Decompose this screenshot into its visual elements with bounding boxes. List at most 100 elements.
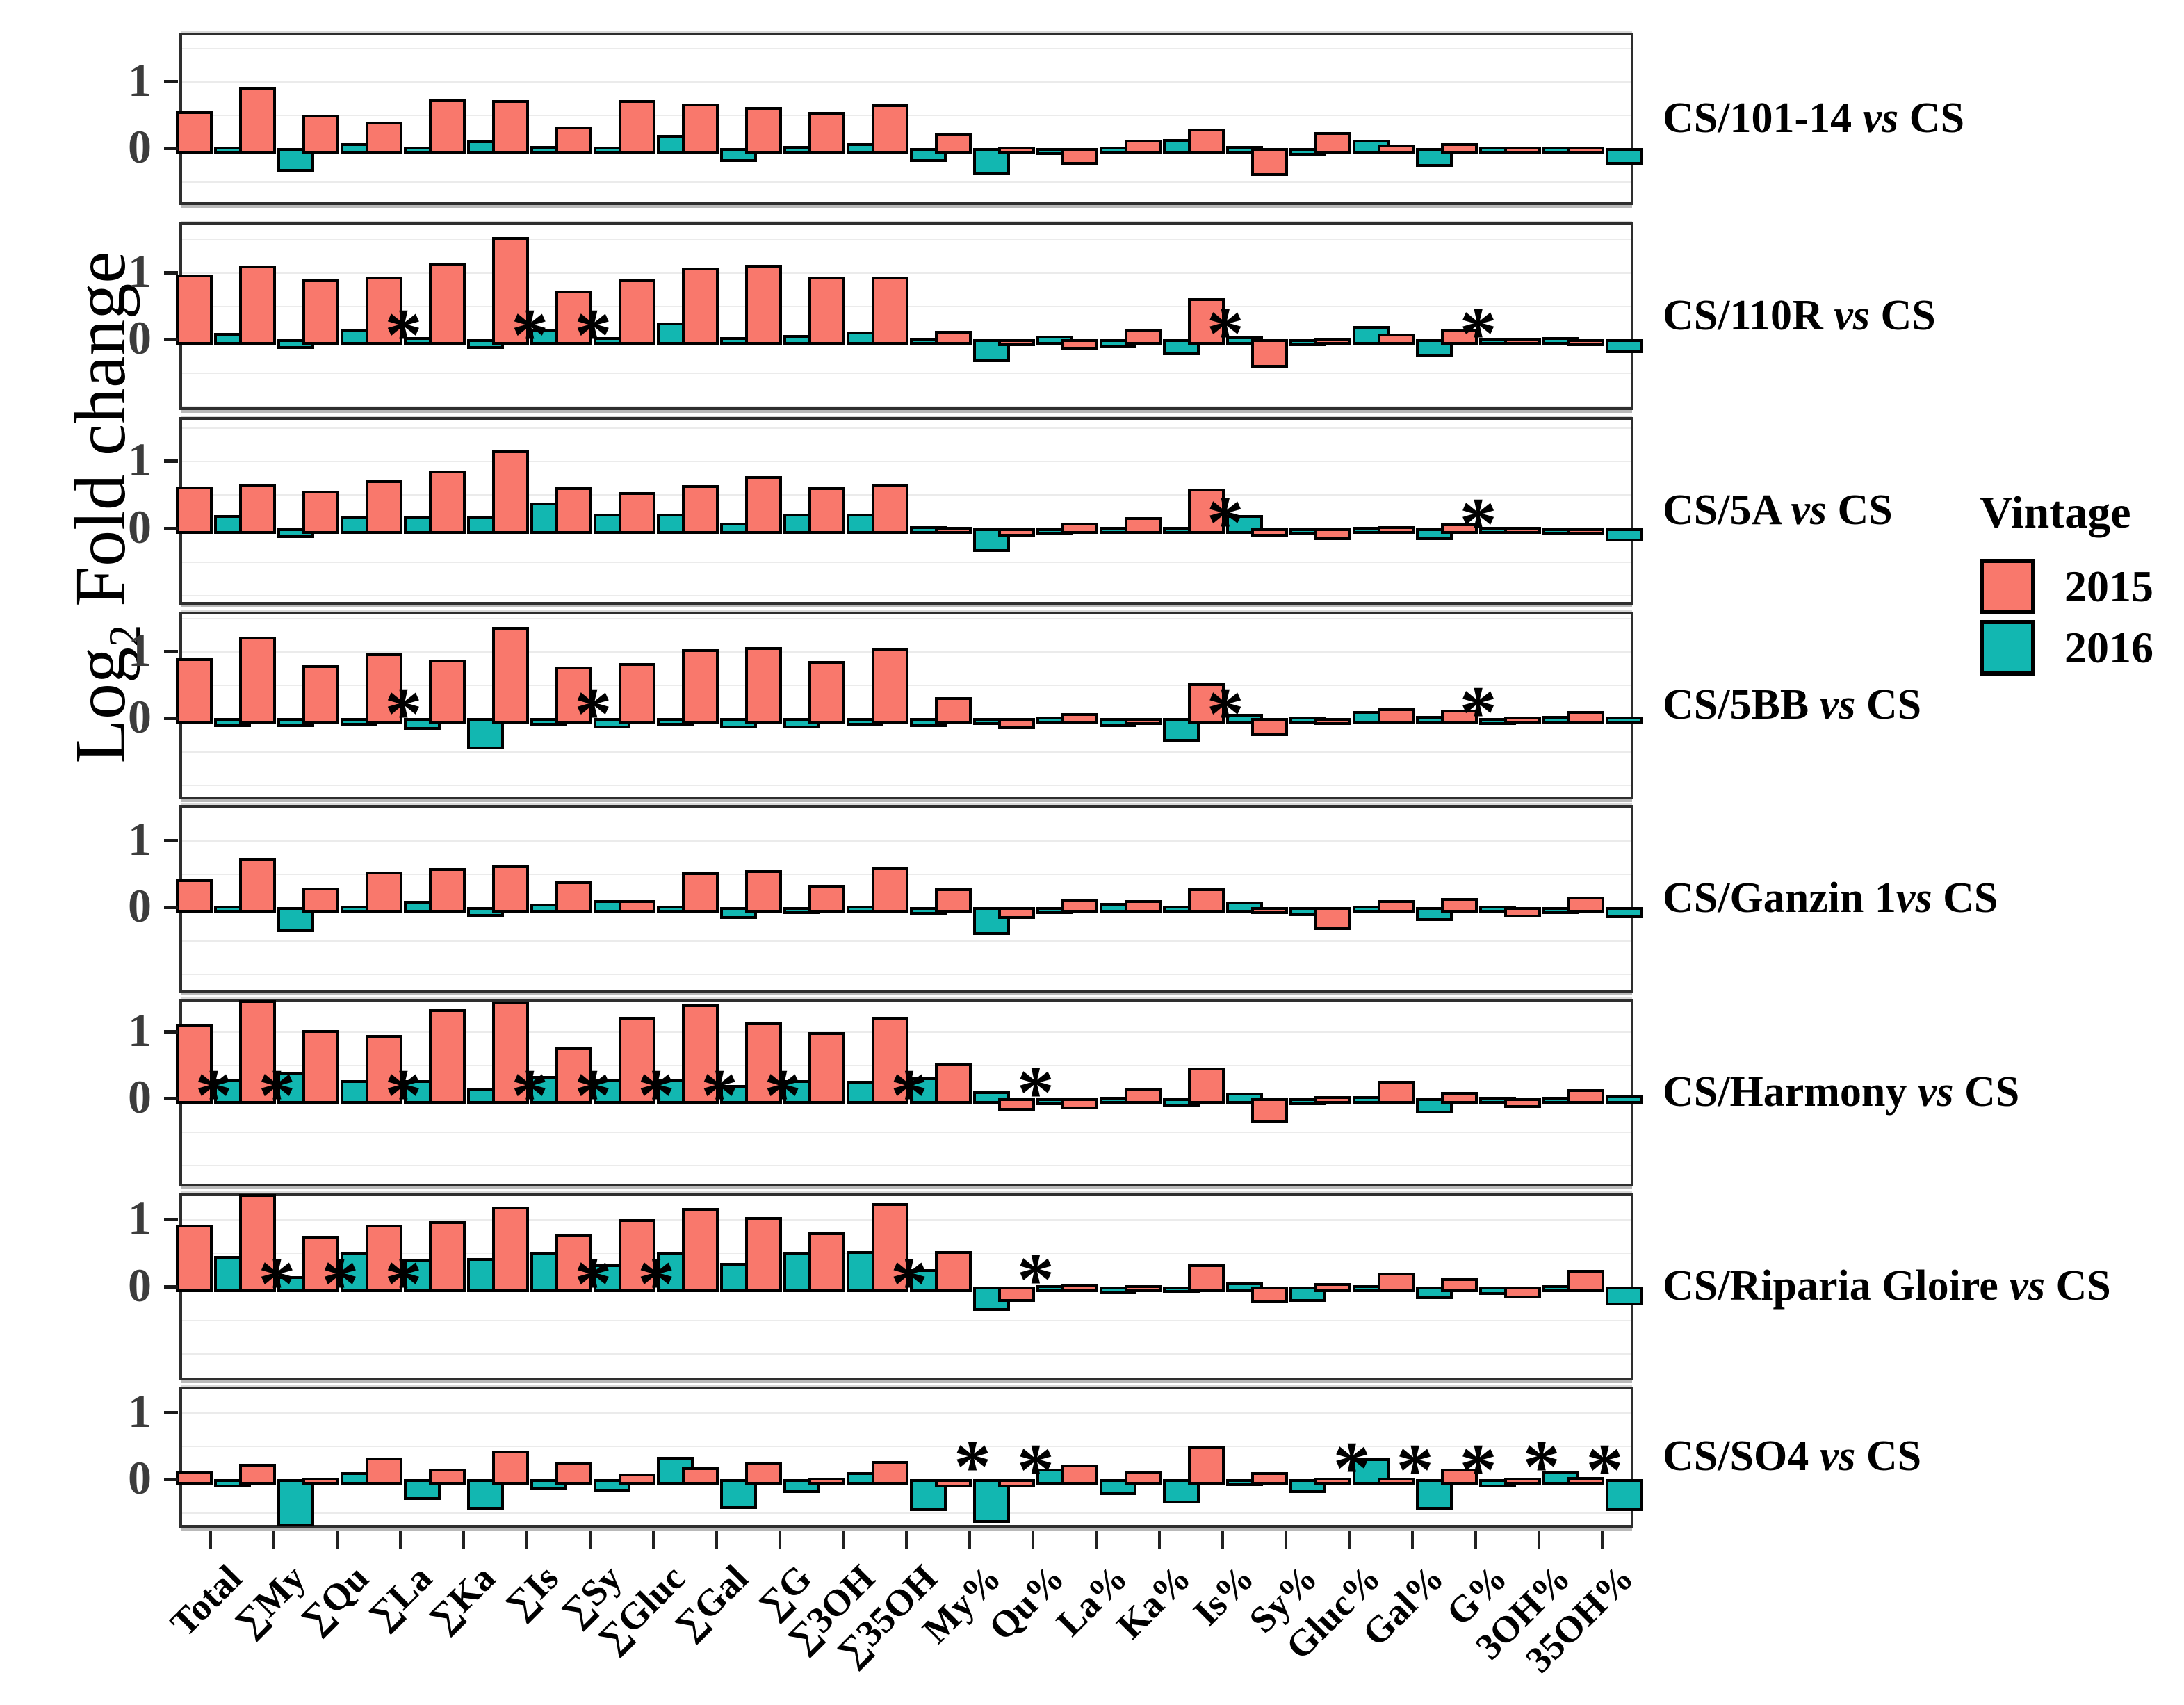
bar-2015-∑G bbox=[745, 646, 783, 724]
facet-label-3: CS/5BB vs CS bbox=[1663, 683, 1921, 726]
y-tick-mark bbox=[164, 147, 178, 151]
bar-2015-∑Qu bbox=[302, 888, 340, 913]
facet-label-text: CS bbox=[1827, 487, 1893, 535]
bar-2015-35OH% bbox=[1567, 1476, 1604, 1485]
bar-2016-35OH% bbox=[1605, 907, 1643, 918]
bar-2015-La% bbox=[1061, 1284, 1098, 1292]
y-tick-mark bbox=[164, 1218, 178, 1222]
significance-star-∑La: * bbox=[384, 672, 423, 756]
bar-2015-G% bbox=[1440, 523, 1478, 534]
y-tick-label: 1 bbox=[128, 1004, 152, 1057]
gridline bbox=[182, 461, 1631, 463]
significance-star-∑Is: * bbox=[511, 294, 549, 377]
bar-2015-∑Ka bbox=[429, 1469, 466, 1485]
facet-label-text: CS/Ganzin 1 bbox=[1663, 874, 1896, 922]
gridline bbox=[182, 1132, 1631, 1134]
y-tick-label: 0 bbox=[128, 311, 152, 365]
bar-2015-Gal% bbox=[1377, 525, 1415, 534]
y-tick-mark bbox=[164, 338, 178, 342]
bar-2015-∑Gal bbox=[682, 268, 719, 345]
facet-label-text: CS bbox=[1932, 874, 1998, 922]
x-tick-mark bbox=[968, 1530, 971, 1549]
bar-2015-La% bbox=[1061, 899, 1098, 913]
significance-star-G%: * bbox=[1459, 482, 1497, 566]
bar-2015-Is% bbox=[1187, 683, 1225, 724]
y-tick-mark bbox=[164, 526, 178, 530]
bar-2015-∑Is bbox=[492, 1207, 530, 1292]
bar-2015-Is% bbox=[1187, 888, 1225, 913]
significance-star-∑Qu: * bbox=[321, 1242, 359, 1325]
x-tick-mark bbox=[1474, 1530, 1477, 1549]
bar-2015-35OH% bbox=[1567, 528, 1604, 535]
bar-2015-∑Sy bbox=[555, 126, 593, 154]
bar-2015-G% bbox=[1440, 1278, 1478, 1292]
gridline bbox=[182, 1445, 1631, 1447]
bar-2015-Ka% bbox=[1124, 139, 1162, 154]
y-tick-label: 1 bbox=[128, 433, 152, 487]
bar-2015-∑Gal bbox=[682, 1467, 719, 1485]
x-tick-label-∑La: ∑La bbox=[360, 1556, 440, 1636]
bar-2015-Qu% bbox=[997, 339, 1035, 347]
y-tick-label: 1 bbox=[128, 623, 152, 676]
gridline bbox=[182, 594, 1631, 596]
bar-2016-∑35OH bbox=[910, 1478, 947, 1512]
bar-2015-Sy% bbox=[1250, 148, 1288, 176]
legend-swatch-2015-icon bbox=[1980, 559, 2035, 614]
bar-2015-∑Ka bbox=[429, 868, 466, 913]
bar-2015-∑Sy bbox=[555, 487, 593, 534]
bar-2015-∑3OH bbox=[808, 487, 846, 534]
bar-2015-Total bbox=[176, 1471, 213, 1485]
y-tick-mark bbox=[164, 1410, 178, 1414]
bar-2015-My% bbox=[934, 697, 972, 724]
x-tick-mark bbox=[715, 1530, 719, 1549]
bar-2015-∑Ka bbox=[429, 99, 466, 154]
significance-star-Gluc%: * bbox=[1333, 1427, 1371, 1510]
gridline bbox=[182, 840, 1631, 842]
bar-2015-Qu% bbox=[997, 717, 1035, 730]
bar-2015-∑Qu bbox=[302, 1477, 340, 1485]
bar-2015-∑Gal bbox=[682, 485, 719, 534]
significance-star-Is%: * bbox=[1206, 672, 1244, 756]
bar-2015-∑My bbox=[239, 858, 277, 913]
significance-star-Qu%: * bbox=[1016, 1428, 1054, 1512]
facet-label-0: CS/101-14 vs CS bbox=[1663, 97, 1964, 140]
bar-2015-∑3OH bbox=[808, 1032, 846, 1104]
bar-2015-∑G bbox=[745, 1216, 783, 1292]
bar-2015-∑Is bbox=[492, 865, 530, 913]
bar-2015-35OH% bbox=[1567, 711, 1604, 724]
gridline bbox=[182, 940, 1631, 943]
y-tick-label: 0 bbox=[128, 1070, 152, 1124]
legend-swatch-2016-icon bbox=[1980, 620, 2035, 676]
facet-label-4: CS/Ganzin 1vs CS bbox=[1663, 876, 1998, 920]
bar-2015-∑35OH bbox=[872, 484, 908, 534]
bar-2015-My% bbox=[934, 888, 972, 913]
bar-2015-La% bbox=[1061, 522, 1098, 534]
y-tick-mark bbox=[164, 649, 178, 653]
facet-label-text: CS bbox=[1855, 1433, 1922, 1480]
bar-2015-∑G bbox=[745, 475, 783, 534]
bar-2015-G% bbox=[1440, 1091, 1478, 1104]
gridline bbox=[182, 239, 1631, 241]
bar-2015-Qu% bbox=[997, 1098, 1035, 1111]
y-tick-label: 0 bbox=[128, 879, 152, 933]
gridline bbox=[182, 48, 1631, 50]
panel-2: * * bbox=[176, 417, 1643, 605]
bar-2015-Is% bbox=[1187, 488, 1225, 534]
bar-2015-∑My bbox=[239, 86, 277, 154]
legend-title: Vintage bbox=[1980, 487, 2131, 538]
x-tick-mark bbox=[1031, 1530, 1034, 1549]
gridline bbox=[182, 1165, 1631, 1167]
bar-2015-∑Gluc bbox=[619, 100, 656, 154]
bar-2016-35OH% bbox=[1605, 1095, 1643, 1104]
facet-label-text: vs bbox=[1819, 681, 1856, 729]
significance-star-∑La: * bbox=[384, 1054, 423, 1138]
bar-2015-G% bbox=[1440, 897, 1478, 913]
panel-7: * * * * * * * bbox=[176, 1387, 1643, 1528]
significance-star-∑La: * bbox=[384, 1242, 423, 1325]
y-tick-label: 1 bbox=[128, 1191, 152, 1245]
facet-label-text: vs bbox=[2009, 1262, 2045, 1310]
significance-star-Qu%: * bbox=[1016, 1238, 1054, 1321]
significance-star-∑La: * bbox=[384, 294, 423, 377]
significance-star-∑35OH: * bbox=[890, 1242, 928, 1325]
x-tick-label-∑Gal: ∑Gal bbox=[666, 1556, 756, 1647]
